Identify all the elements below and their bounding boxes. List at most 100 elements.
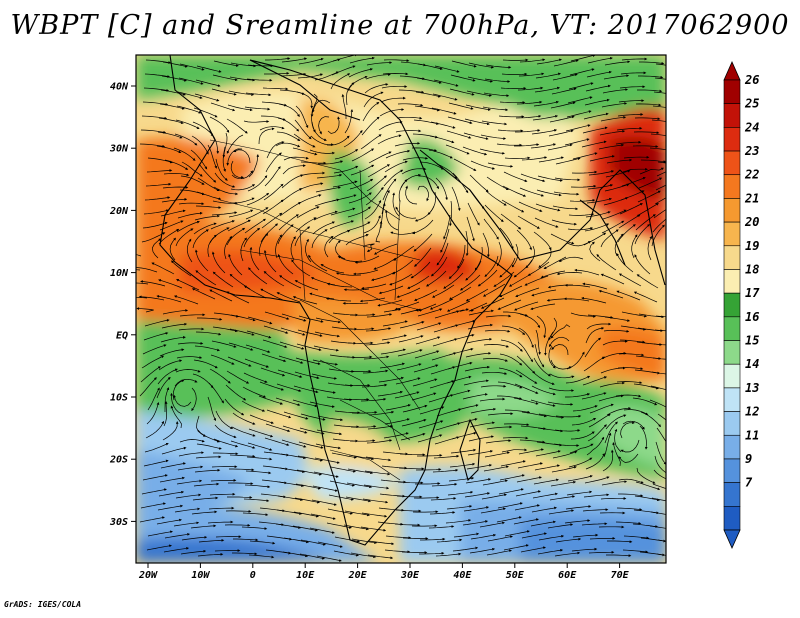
streamline xyxy=(297,73,324,79)
streamline xyxy=(318,116,330,135)
streamline xyxy=(231,426,256,437)
streamline xyxy=(350,164,375,176)
streamline xyxy=(416,77,442,84)
streamline xyxy=(381,189,390,215)
streamline xyxy=(632,397,658,406)
streamline xyxy=(299,171,326,177)
streamline xyxy=(209,116,230,133)
streamline xyxy=(210,354,235,365)
streamline xyxy=(264,166,281,187)
streamline xyxy=(481,493,507,500)
streamline xyxy=(214,424,237,439)
streamline xyxy=(265,152,282,173)
streamline xyxy=(513,259,533,278)
streamline xyxy=(175,493,202,499)
streamline xyxy=(405,185,418,205)
streamline xyxy=(565,124,591,132)
streamline xyxy=(533,478,559,485)
streamline xyxy=(348,327,375,331)
colorbar-label: 18 xyxy=(745,262,759,276)
streamline xyxy=(550,324,571,339)
streamline xyxy=(412,378,438,387)
streamline xyxy=(344,109,354,134)
streamline xyxy=(292,147,318,156)
streamline xyxy=(558,256,584,262)
streamline xyxy=(617,367,644,371)
streamline xyxy=(431,107,457,115)
streamline xyxy=(504,409,531,414)
streamline xyxy=(193,107,218,118)
streamline xyxy=(589,537,616,540)
streamline xyxy=(501,72,528,76)
streamline xyxy=(241,400,266,412)
streamline xyxy=(635,214,656,231)
streamline xyxy=(520,173,546,183)
streamline xyxy=(382,178,397,201)
streamline xyxy=(315,443,341,450)
colorbar-segment xyxy=(723,340,741,365)
streamline xyxy=(175,228,194,247)
streamline xyxy=(598,289,624,299)
streamline xyxy=(603,74,630,80)
streamline xyxy=(309,292,335,300)
streamline xyxy=(602,88,629,94)
streamline xyxy=(366,175,387,192)
streamline xyxy=(569,198,596,202)
streamline xyxy=(530,520,556,527)
streamline xyxy=(348,192,372,204)
streamline xyxy=(443,214,451,240)
streamline xyxy=(345,234,369,246)
streamline xyxy=(396,495,423,499)
streamline xyxy=(228,90,255,96)
streamline xyxy=(294,226,311,247)
streamline xyxy=(262,339,288,348)
streamline xyxy=(564,519,591,524)
lat-tick-label: 10N xyxy=(110,268,129,279)
streamline xyxy=(229,468,255,472)
streamline xyxy=(176,220,200,233)
streamline xyxy=(636,203,659,217)
streamline xyxy=(468,309,494,316)
streamline xyxy=(298,182,324,191)
colorbar-segment xyxy=(723,363,741,389)
streamline xyxy=(552,205,579,211)
streamline xyxy=(210,102,236,112)
streamline xyxy=(214,172,236,188)
streamline xyxy=(317,541,343,548)
streamline xyxy=(654,329,666,332)
streamline xyxy=(518,327,534,349)
streamline xyxy=(225,384,247,401)
streamline xyxy=(342,301,369,305)
streamline xyxy=(445,144,470,155)
streamline xyxy=(600,497,627,500)
streamline xyxy=(567,475,593,482)
streamline xyxy=(351,411,378,414)
streamline xyxy=(463,132,489,140)
streamline xyxy=(163,547,190,553)
streamline xyxy=(136,267,158,273)
streamline xyxy=(582,282,608,290)
streamline xyxy=(282,425,308,434)
streamline xyxy=(313,210,338,221)
streamline xyxy=(147,530,173,537)
streamline xyxy=(603,432,612,458)
streamline xyxy=(198,538,225,543)
streamline xyxy=(619,203,643,215)
streamline xyxy=(161,446,187,455)
colorbar-segment xyxy=(723,103,741,128)
streamline xyxy=(463,379,489,386)
streamline xyxy=(584,98,610,106)
streamline xyxy=(500,213,522,230)
streamline xyxy=(176,279,200,291)
streamline xyxy=(584,337,602,358)
streamline xyxy=(275,142,301,148)
streamline xyxy=(428,525,455,529)
streamline xyxy=(330,466,356,473)
streamline xyxy=(401,551,428,554)
streamline xyxy=(614,233,624,257)
streamline xyxy=(136,307,154,313)
streamline xyxy=(146,169,173,173)
streamline xyxy=(524,275,549,286)
streamline xyxy=(633,383,659,390)
streamline xyxy=(503,423,530,427)
